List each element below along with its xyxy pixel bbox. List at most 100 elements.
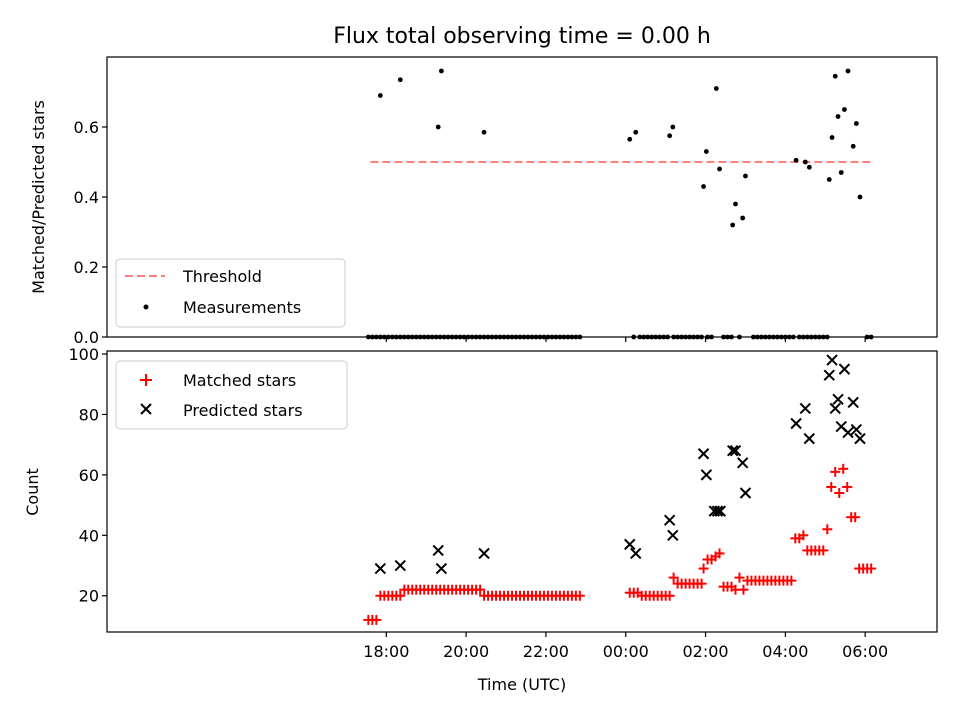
matched-stars-point — [786, 575, 797, 586]
ratio-y-tick-label: 0.4 — [74, 188, 99, 207]
count-y-tick-label: 80 — [79, 405, 99, 424]
matched-legend-swatch — [140, 374, 152, 386]
ratio-legend-box — [115, 258, 346, 328]
predicted-stars-point — [478, 547, 490, 560]
measurement-point — [853, 121, 859, 126]
measurement-point — [829, 135, 835, 140]
matched-stars-point — [696, 578, 707, 589]
predicted-stars-point — [697, 448, 710, 460]
measurement-point — [793, 157, 799, 163]
count-y-tick-label: 20 — [79, 587, 99, 606]
measurement-point — [845, 68, 851, 74]
count-legend-box — [115, 360, 348, 430]
count-y-tick-label: 40 — [79, 526, 99, 545]
matched-stars-point — [798, 530, 809, 541]
measurement-point — [435, 124, 441, 130]
count-panel-frame — [106, 350, 938, 633]
count-y-axis-label: Count — [23, 468, 42, 516]
x-tick-label: 20:00 — [443, 642, 489, 661]
matched-stars-point — [830, 466, 841, 477]
count-y-tick-label: 60 — [79, 466, 99, 485]
matched-stars-point — [738, 584, 749, 595]
predicted-stars-point — [435, 562, 448, 575]
x-tick-label: 04:00 — [762, 642, 808, 661]
count-legend: Matched stars Predicted stars — [115, 360, 348, 430]
predicted-stars-point — [630, 547, 642, 560]
predicted-stars-point — [826, 354, 838, 366]
predicted-stars-point — [842, 426, 854, 439]
ratio-x-ticks — [385, 337, 866, 342]
measurement-point — [857, 194, 863, 200]
chart-title: Flux total observing time = 0.00 h — [333, 24, 711, 49]
ratio-panel: 0.0 0.2 0.4 0.6 Matched/Predicted stars Thr… — [29, 56, 938, 347]
measurements-legend-label: Measurements — [183, 298, 301, 317]
x-axis-label: Time (UTC) — [477, 675, 566, 694]
matched-stars-point — [664, 590, 675, 601]
predicted-stars-point — [803, 432, 816, 445]
matched-stars-point — [395, 590, 406, 601]
ratio-legend: Threshold Measurements — [115, 258, 346, 328]
matched-stars-point — [818, 545, 829, 556]
measurement-point — [842, 107, 847, 112]
matched-stars-point — [574, 590, 585, 601]
ratio-y-tick-label: 0.0 — [74, 328, 99, 347]
x-tick-label: 00:00 — [603, 642, 649, 661]
ratio-y-tick-label: 0.2 — [74, 258, 99, 277]
matched-stars-point — [475, 584, 486, 595]
x-tick-label: 06:00 — [842, 642, 888, 661]
predicted-legend-swatch — [140, 403, 152, 415]
matched-stars-point — [698, 563, 709, 574]
measurement-point — [850, 143, 856, 149]
measurements-legend-swatch — [143, 304, 149, 310]
predicted-legend-label: Predicted stars — [183, 401, 303, 420]
predicted-stars-point — [624, 538, 636, 551]
predicted-stars-point — [838, 363, 851, 375]
measurement-point — [481, 129, 487, 135]
measurement-point — [438, 68, 444, 74]
predicted-stars-point — [823, 369, 835, 381]
count-y-tick-label: 100 — [68, 345, 99, 364]
predicted-stars-point — [739, 487, 752, 499]
measurement-point — [667, 133, 673, 139]
matched-stars-point — [668, 572, 679, 583]
measurement-point — [743, 173, 748, 179]
measurement-point — [627, 136, 633, 142]
matched-stars-point — [714, 548, 725, 559]
measurement-point — [713, 86, 719, 91]
measurement-point — [740, 215, 746, 221]
measurement-point — [703, 149, 709, 154]
predicted-stars-point — [663, 514, 676, 526]
measurement-point — [806, 164, 812, 170]
count-panel: 20 40 60 80 100 18:00 20:00 22:00 00:00 02:00 04:… — [23, 345, 938, 694]
matched-stars-point — [850, 512, 861, 523]
predicted-stars-point — [714, 505, 727, 517]
measurement-point — [835, 114, 841, 119]
x-tick-label: 02:00 — [683, 642, 729, 661]
x-axis: 18:00 20:00 22:00 00:00 02:00 04:00 06:00 — [363, 632, 888, 661]
matched-stars-point — [822, 524, 833, 535]
measurement-point — [730, 222, 736, 228]
predicted-stars-point — [829, 402, 841, 415]
x-tick-label: 18:00 — [363, 642, 409, 661]
predicted-stars-point — [700, 469, 713, 481]
matched-stars-point — [838, 463, 849, 474]
matched-stars-point — [866, 563, 877, 574]
predicted-stars-point — [394, 559, 407, 572]
measurement-point — [733, 201, 738, 207]
measurement-point — [832, 73, 838, 79]
predicted-stars-point — [847, 396, 859, 409]
predicted-stars-point — [854, 432, 866, 445]
predicted-stars-point — [736, 457, 749, 469]
count-plot-area — [363, 354, 877, 625]
predicted-stars-point — [790, 417, 802, 430]
predicted-stars-point — [667, 529, 679, 542]
measurement-point — [670, 124, 676, 130]
matched-legend-label: Matched stars — [183, 371, 296, 390]
measurement-point — [802, 159, 808, 165]
predicted-stars-point — [432, 544, 444, 557]
ratio-y-tick-label: 0.6 — [74, 118, 99, 137]
matched-stars-point — [834, 488, 845, 499]
predicted-stars-point — [799, 402, 812, 415]
matched-stars-point — [371, 614, 382, 625]
